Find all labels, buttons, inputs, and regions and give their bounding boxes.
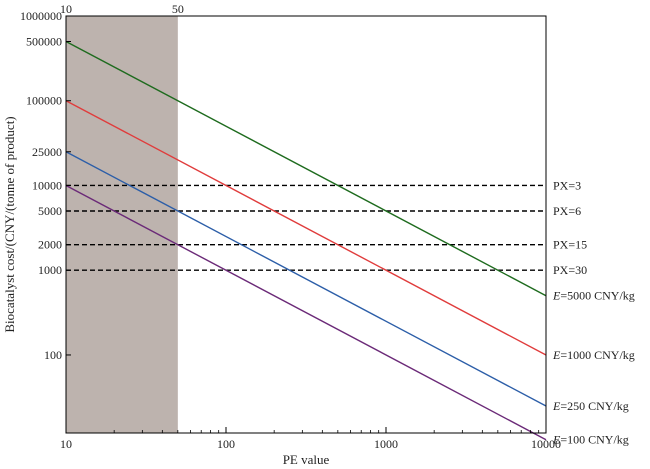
x-axis-title: PE value	[283, 452, 330, 467]
series-label: E=100 CNY/kg	[552, 433, 629, 447]
y-tick-label: 10000	[32, 178, 62, 192]
series-label-text: =250 CNY/kg	[560, 399, 628, 413]
y-tick-label: 5000	[38, 204, 62, 218]
series-label-symbol: E	[552, 433, 561, 447]
x-tick-label: 100	[217, 437, 235, 451]
series-label-symbol: E	[552, 289, 561, 303]
series-label: E=1000 CNY/kg	[552, 348, 635, 362]
series-line	[65, 40, 547, 297]
series-label: E=250 CNY/kg	[552, 399, 629, 413]
series-label-symbol: E	[552, 348, 561, 362]
x-tick-label: 10000	[531, 437, 561, 451]
series-layer	[65, 40, 547, 441]
reference-line-label: PX=6	[553, 204, 581, 218]
reference-lines-layer	[66, 184, 546, 271]
series-line	[65, 100, 547, 356]
y-tick-label: 25000	[32, 145, 62, 159]
series-label-symbol: E	[552, 399, 561, 413]
shaded-region	[66, 16, 178, 433]
top-tick-label: 50	[172, 2, 184, 16]
reference-line-label: PX=30	[553, 263, 587, 277]
series-label-text: =100 CNY/kg	[560, 433, 628, 447]
series-label: E=5000 CNY/kg	[552, 289, 635, 303]
top-tick-label: 10	[60, 2, 72, 16]
y-axis-title: Biocatalyst cost/(CNY/(tonne of product)	[2, 116, 17, 332]
y-tick-label: 100	[44, 348, 62, 362]
x-tick-label: 10	[60, 437, 72, 451]
series-label-text: =1000 CNY/kg	[560, 348, 634, 362]
y-tick-label: 500000	[26, 35, 62, 49]
shaded-region-layer	[66, 16, 178, 433]
x-tick-label: 1000	[374, 437, 398, 451]
y-tick-label: 1000	[38, 263, 62, 277]
y-tick-label: 100000	[26, 94, 62, 108]
y-tick-label: 2000	[38, 238, 62, 252]
plot-frame	[65, 15, 547, 434]
reference-line-label: PX=15	[553, 238, 587, 252]
series-line	[65, 184, 547, 441]
axis-layer: 10 100 1000 10000 100 1000 2000 5000 10000 25000 1…	[20, 2, 561, 451]
series-line	[65, 151, 547, 407]
reference-line-label: PX=3	[553, 178, 581, 192]
y-tick-label: 1000000	[20, 9, 62, 23]
series-label-text: =5000 CNY/kg	[560, 289, 634, 303]
